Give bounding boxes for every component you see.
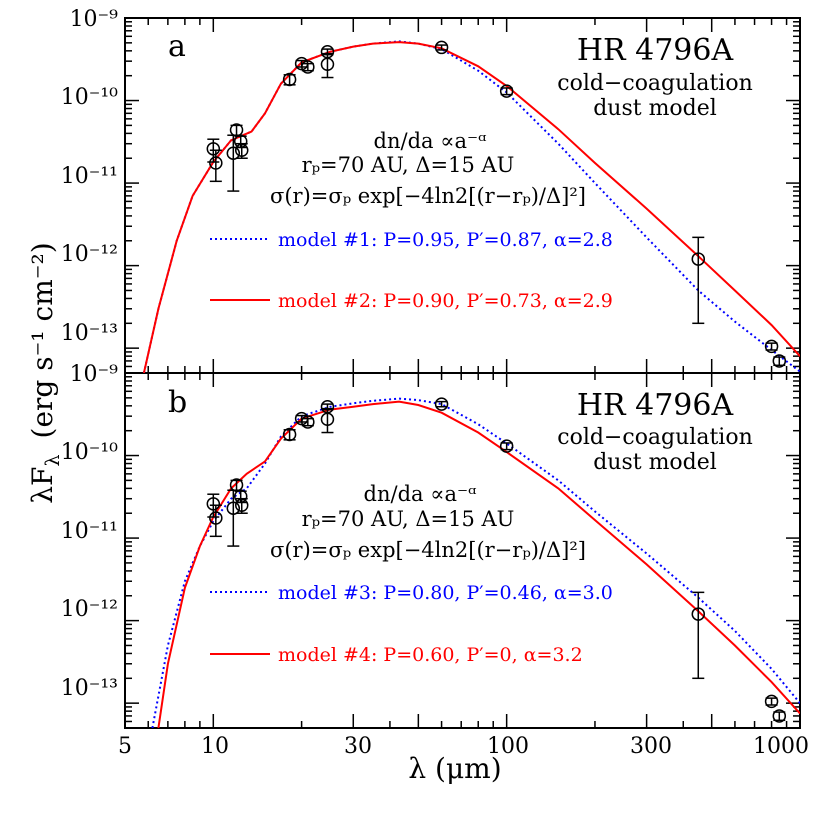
data-point-marker [282, 427, 297, 442]
panel-b-y-tick-labels: 10⁻⁹ 10⁻¹⁰ 10⁻¹¹ 10⁻¹² 10⁻¹³ [61, 362, 118, 701]
data-point [434, 40, 449, 55]
ring-parameters: rₚ=70 AU, Δ=15 AU [302, 507, 515, 531]
legend-model-3: model #3: P=0.80, P′=0.46, α=3.0 [278, 582, 613, 604]
model-subtitle-2: dust model [593, 96, 717, 121]
data-point-marker [282, 72, 297, 87]
data-point [282, 72, 297, 87]
data-point-marker [772, 709, 787, 723]
data-point [282, 427, 297, 442]
data-point-marker [234, 498, 249, 512]
data-point [764, 339, 779, 354]
panel-b-ticks [124, 372, 801, 729]
data-point [320, 407, 335, 434]
panel-b-observations [206, 397, 787, 723]
data-point [301, 60, 315, 74]
y-axis-symbol: λF [26, 467, 59, 504]
panel-letter: b [168, 385, 187, 420]
x-tick-label: 5 [118, 734, 132, 759]
data-point-marker [772, 354, 787, 368]
y-tick-label: 10⁻¹¹ [61, 164, 118, 189]
data-point-marker [320, 412, 335, 427]
star-name: HR 4796A [577, 388, 734, 423]
panel-a-ticks [124, 17, 801, 374]
data-point-marker [301, 415, 315, 429]
y-tick-label: 10⁻⁹ [70, 7, 119, 32]
data-point-marker [691, 607, 706, 621]
data-point [320, 52, 335, 79]
data-point-marker [234, 143, 249, 157]
data-point [234, 497, 249, 514]
y-axis-title: λFλ (erg s⁻¹ cm⁻²) [26, 242, 64, 503]
model-subtitle-2: dust model [593, 450, 717, 475]
y-tick-label: 10⁻¹⁰ [61, 85, 118, 110]
legend-model-2: model #2: P=0.90, P′=0.73, α=2.9 [278, 290, 613, 312]
x-tick-label: 100 [487, 734, 529, 759]
data-point [764, 694, 779, 709]
data-point [209, 149, 223, 183]
data-point [301, 415, 315, 429]
y-tick-label: 10⁻¹² [61, 242, 118, 267]
data-point-marker [434, 397, 449, 411]
legend-model-1: model #1: P=0.95, P′=0.87, α=2.8 [278, 229, 613, 251]
data-point [229, 478, 244, 492]
data-point [229, 123, 244, 137]
model-3-dotted-line [151, 397, 800, 728]
data-point-marker [691, 252, 706, 266]
data-point [434, 397, 449, 411]
x-tick-label: 1000 [753, 734, 809, 759]
panel-letter: a [168, 29, 186, 64]
size-distribution-formula: dn/da ∝a⁻ᵅ [364, 482, 477, 506]
legend-model-4: model #4: P=0.60, P′=0, α=3.2 [278, 644, 583, 666]
x-tick-label: 10 [201, 734, 229, 759]
data-point-marker [764, 339, 779, 354]
data-point-marker [499, 84, 514, 98]
density-profile-formula: σ(r)=σₚ exp[−4ln2[(r−rₚ)/Δ]²] [270, 184, 586, 208]
y-tick-label: 10⁻¹⁰ [61, 440, 118, 465]
panel-a-observations [206, 40, 787, 368]
data-point [499, 439, 514, 453]
ring-parameters: rₚ=70 AU, Δ=15 AU [302, 153, 515, 177]
y-tick-label: 10⁻¹³ [61, 676, 118, 701]
data-point-marker [320, 57, 335, 72]
y-tick-label: 10⁻¹¹ [61, 519, 118, 544]
data-point [691, 591, 706, 680]
x-axis-title: λ (μm) [408, 752, 501, 785]
panel-a-annotations: a HR 4796A cold−coagulation dust model d… [168, 29, 753, 312]
data-point-marker [233, 134, 248, 149]
data-point [691, 236, 706, 325]
x-tick-labels: 5 10 30 100 300 1000 [118, 734, 809, 759]
data-point-marker [226, 501, 241, 515]
data-point [499, 84, 514, 98]
data-point [772, 709, 787, 723]
x-tick-label: 300 [630, 734, 672, 759]
data-point-marker [209, 156, 223, 170]
model-subtitle-1: cold−coagulation [557, 71, 753, 96]
x-tick-label: 30 [344, 734, 372, 759]
data-point-marker [226, 146, 241, 160]
y-axis-subscript: λ [42, 454, 64, 466]
model-subtitle-1: cold−coagulation [557, 425, 753, 450]
y-tick-label: 10⁻¹³ [61, 321, 118, 346]
density-profile-formula: σ(r)=σₚ exp[−4ln2[(r−rₚ)/Δ]²] [270, 538, 586, 562]
data-point-marker [764, 694, 779, 709]
panel-b-annotations: b HR 4796A cold−coagulation dust model d… [168, 385, 753, 666]
data-point-marker [301, 60, 315, 74]
data-point [772, 354, 787, 368]
data-point-marker [209, 511, 223, 525]
data-point [209, 504, 223, 538]
data-point-marker [499, 439, 514, 453]
y-tick-label: 10⁻⁹ [70, 362, 119, 387]
data-point-marker [206, 142, 221, 156]
star-name: HR 4796A [577, 33, 734, 68]
svg-text:λFλ(erg s⁻¹ cm⁻²): λFλ (erg s⁻¹ cm⁻²) [26, 242, 64, 503]
y-tick-label: 10⁻¹² [61, 597, 118, 622]
data-point [234, 142, 249, 159]
data-point-marker [434, 40, 449, 55]
panel-a-y-tick-labels: 10⁻⁹ 10⁻¹⁰ 10⁻¹¹ 10⁻¹² 10⁻¹³ [61, 7, 118, 346]
data-point-marker [206, 497, 221, 511]
size-distribution-formula: dn/da ∝a⁻ᵅ [374, 129, 487, 153]
data-point-marker [233, 489, 248, 504]
y-axis-units: (erg s⁻¹ cm⁻²) [26, 242, 59, 438]
